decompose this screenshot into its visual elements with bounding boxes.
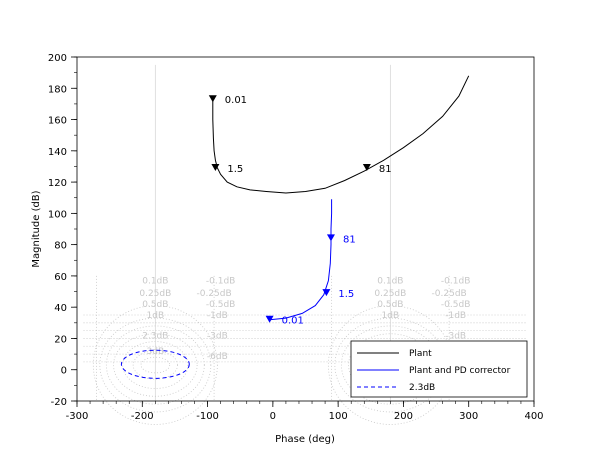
- nichols-contour: [122, 341, 189, 389]
- nichols-grid-label: 3dB: [147, 347, 165, 357]
- series-point-marker: [265, 315, 274, 323]
- x-tick-label: -300: [66, 411, 89, 422]
- nichols-grid-label: -0.5dB: [206, 300, 235, 310]
- series-layer: 0.01 1.5 81 0.01 1.5 81: [120, 75, 470, 379]
- series-point-marker: [326, 234, 335, 242]
- nichols-grid-label: 0.1dB: [142, 277, 168, 287]
- y-tick-label: 0: [61, 366, 67, 377]
- y-tick-label: 60: [54, 272, 67, 283]
- nichols-contour: [140, 356, 171, 374]
- y-tick-label: 40: [54, 303, 67, 314]
- nichols-grid-label: -0.1dB: [441, 277, 470, 287]
- nichols-grid-label: -0.25dB: [432, 289, 467, 299]
- nichols-contour: [113, 333, 198, 397]
- legend-box: [350, 340, 528, 398]
- series-point-marker: [362, 164, 371, 172]
- series-line-0: [212, 75, 470, 194]
- nichols-grid-label: -3dB: [445, 331, 466, 341]
- nichols-grid-label: -3dB: [207, 331, 228, 341]
- x-tick-label: 400: [524, 411, 543, 422]
- nichols-contour: [99, 317, 212, 413]
- y-tick-label: 140: [48, 147, 67, 158]
- legend-label: Plant and PD corrector: [409, 366, 511, 376]
- x-tick-label: 200: [394, 411, 413, 422]
- nichols-contour: [341, 325, 440, 405]
- series-freq-label: 0.01: [225, 95, 247, 106]
- nichols-grid-label: 0.25dB: [139, 289, 171, 299]
- y-tick-label: 100: [48, 209, 67, 220]
- nichols-grid-label: -0.5dB: [441, 300, 470, 310]
- nichols-grid-label: -1dB: [207, 311, 228, 321]
- series-point-marker: [211, 164, 220, 172]
- legend-label: 2.3dB: [409, 383, 435, 393]
- legend-label: Plant: [409, 349, 432, 359]
- y-tick-label: 80: [54, 241, 67, 252]
- nichols-grid-label: 0.5dB: [377, 300, 403, 310]
- y-tick-label: 120: [48, 178, 67, 189]
- nichols-grid-label: 0.5dB: [142, 300, 168, 310]
- x-tick-label: 100: [329, 411, 348, 422]
- y-tick-label: -20: [51, 397, 67, 408]
- y-tick-label: 200: [48, 53, 67, 64]
- y-tick-label: 20: [54, 334, 67, 345]
- nichols-grid-label: 1dB: [382, 311, 400, 321]
- nichols-grid-labels: 0.1dB -0.1dB 0.1dB -0.1dB 0.25dB -0.25dB 0.25d…: [139, 277, 470, 362]
- y-axis-title: Magnitude (dB): [31, 190, 42, 267]
- series-line-1: [269, 199, 333, 321]
- nichols-contour: [92, 305, 218, 425]
- series-freq-label: 81: [379, 164, 392, 175]
- nichols-contour: [105, 325, 205, 405]
- series-point-marker: [322, 289, 331, 297]
- series-freq-label: 81: [343, 234, 356, 245]
- nichols-grid-label: 0.1dB: [377, 277, 403, 287]
- nichols-grid-label: 2.3dB: [142, 331, 168, 341]
- nichols-grid-label: -0.1dB: [206, 277, 235, 287]
- y-tick-label: 180: [48, 84, 67, 95]
- series-freq-label: 0.01: [282, 316, 304, 327]
- series-point-marker: [208, 95, 217, 103]
- x-axis-title: Phase (deg): [275, 434, 335, 445]
- nichols-grid-label: 0.25dB: [374, 289, 406, 299]
- series-contour-2-3db: [120, 349, 190, 379]
- x-tick-label: 300: [459, 411, 478, 422]
- nichols-grid-label: -6dB: [207, 352, 228, 362]
- y-tick-label: 160: [48, 116, 67, 127]
- nichols-grid-label: 1dB: [147, 311, 165, 321]
- x-tick-label: -200: [131, 411, 154, 422]
- plot-axes: -300 -200 -100 0 100 200 300 400-20020406080100…: [48, 53, 544, 422]
- x-tick-label: 0: [270, 411, 276, 422]
- chart-legend: Plant Plant and PD corrector 2.3dB: [350, 340, 528, 398]
- nichols-grid-label: -0.25dB: [197, 289, 232, 299]
- series-freq-label: 1.5: [227, 164, 243, 175]
- nichols-contour: [132, 350, 178, 380]
- nichols-grid-label: -1dB: [445, 311, 466, 321]
- x-tick-label: -100: [196, 411, 219, 422]
- series-freq-label: 1.5: [338, 289, 354, 300]
